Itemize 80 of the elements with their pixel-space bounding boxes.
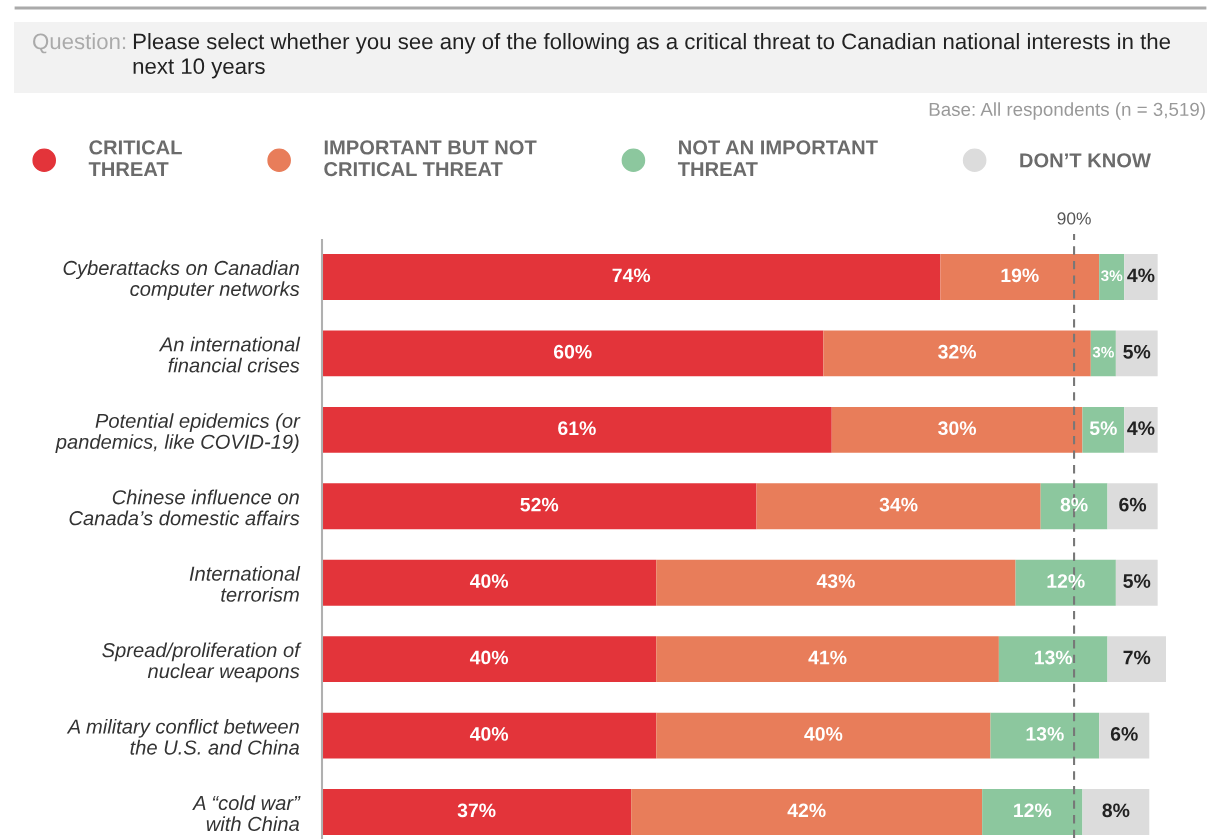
bar: [322, 254, 941, 300]
data-label: 5%: [1123, 574, 1151, 588]
bar: [322, 636, 657, 683]
bar: [322, 712, 657, 759]
text: Base: All respondents (n = 3,519): [929, 102, 1205, 120]
data-label: 13%: [1026, 727, 1064, 741]
bar: [1124, 406, 1158, 453]
data-label: 6%: [1110, 727, 1138, 741]
data-label: 32%: [938, 344, 977, 359]
data-label: 3%: [1100, 270, 1123, 282]
bar: [1099, 712, 1150, 759]
text: Question:: [33, 33, 126, 54]
bar: [1082, 406, 1125, 453]
bar: [756, 483, 1041, 530]
data-label: 40%: [469, 727, 509, 741]
bar: [656, 712, 991, 759]
data-label: 40%: [804, 727, 843, 741]
bar: [998, 636, 1108, 683]
data-label: 13%: [1034, 650, 1073, 665]
y-tick-label: Spread/proliferation of nuclear weapons: [102, 642, 302, 683]
bar: [1099, 254, 1125, 300]
data-label: 37%: [457, 803, 496, 818]
bar: [656, 636, 999, 683]
data-label: 3%: [1092, 346, 1114, 358]
data-label: 52%: [520, 497, 559, 512]
chart-subtitle: Please select whether you see any of the following as a critical threat to Canadian national interests in the next 10 years: [133, 33, 1171, 79]
data-label: 34%: [879, 497, 918, 512]
bar: [823, 330, 1091, 377]
data-label: 5%: [1089, 421, 1117, 436]
data-label: 8%: [1060, 497, 1088, 512]
data-label: 12%: [1014, 803, 1052, 818]
data-label: 42%: [787, 803, 826, 818]
bar: [982, 789, 1083, 835]
y-tick-label: A “cold war” with China: [192, 795, 301, 832]
bar: [831, 406, 1083, 453]
data-label: 4%: [1127, 421, 1155, 436]
bar: [1040, 483, 1108, 530]
legend-label: NOT AN IMPORTANT THREAT: [677, 140, 878, 177]
data-label: 6%: [1119, 497, 1147, 512]
ref-line-label: 90%: [1057, 212, 1091, 225]
y-tick-label: Cyberattacks on Canadian computer networks: [63, 260, 300, 301]
bar: [322, 559, 657, 606]
y-tick-label: An international financial crises: [158, 336, 301, 373]
data-label: 61%: [558, 421, 596, 436]
bar: [1115, 330, 1158, 377]
data-label: 7%: [1123, 650, 1151, 665]
legend-label: DON’T KNOW: [1020, 153, 1151, 168]
data-label: 30%: [938, 421, 977, 436]
data-label: 40%: [469, 574, 509, 588]
legend-label: IMPORTANT BUT NOT CRITICAL THREAT: [324, 140, 537, 177]
bar: [1107, 636, 1166, 683]
bar: [1082, 789, 1150, 835]
bar: [322, 406, 832, 453]
data-label: 41%: [808, 650, 847, 665]
data-label: 40%: [469, 650, 509, 665]
bar: [1124, 254, 1158, 300]
bar: [322, 330, 824, 377]
y-tick-label: Chinese influence on Canada’s domestic affairs: [69, 489, 300, 526]
legend-label: CRITICAL THREAT: [88, 140, 182, 177]
bar: [1107, 483, 1158, 530]
data-label: 4%: [1127, 268, 1155, 283]
data-label: 8%: [1102, 803, 1130, 818]
data-label: 12%: [1047, 574, 1085, 588]
bar: [631, 789, 983, 835]
bar: [1015, 559, 1116, 606]
data-label: 74%: [612, 268, 651, 283]
data-label: 60%: [553, 344, 592, 359]
bar: [1090, 330, 1116, 377]
data-label: 43%: [816, 574, 855, 588]
bar: [940, 254, 1100, 300]
data-label: 5%: [1123, 344, 1151, 359]
bar: [322, 789, 632, 835]
bar: [656, 559, 1016, 606]
y-tick-label: Potential epidemics (or pandemics, like COVID-19): [55, 413, 301, 453]
y-tick-label: International terrorism: [189, 566, 301, 602]
y-tick-label: A military conflict between the U.S. and China: [66, 718, 300, 755]
bar: [990, 712, 1100, 759]
bar: [1115, 559, 1158, 606]
data-label: 19%: [1001, 268, 1039, 283]
bar: [322, 483, 757, 530]
